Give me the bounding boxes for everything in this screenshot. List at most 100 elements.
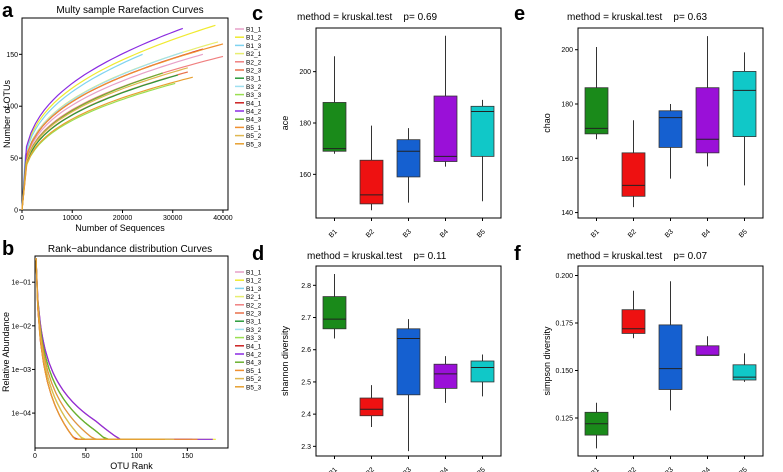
box-B5 [732,364,757,381]
legend-entry: B1_2 [246,278,262,285]
rarefaction-curve-B2_3 [21,71,188,211]
box-B4 [695,87,720,154]
x-tick-label: B1 [328,466,339,472]
x-axis-label: Number of Sequences [75,223,165,233]
x-tick-label: B2 [627,228,638,239]
legend-entry: B1_1 [246,27,262,34]
rarefaction-curve-B1_2 [21,24,216,211]
y-tick-label: 160 [299,172,311,179]
box-B1 [584,87,609,135]
y-axis-label: ace [280,116,290,131]
rank-curve-B5_2 [35,258,175,440]
y-axis-label: shannon diversity [280,325,290,396]
panel-letter-a: a [2,0,14,22]
rarefaction-title: Multy sample Rarefaction Curves [56,5,203,16]
rarefaction-curve-B1_1 [21,53,204,211]
y-tick-label: 200 [561,47,573,54]
x-tick-label: B3 [664,228,675,239]
y-axis-label: Number of OTUs [2,79,12,148]
x-tick-label: B4 [701,228,712,239]
box-B1 [322,102,347,152]
legend-entry: B5_2 [246,133,262,140]
y-tick-label: 100 [6,104,18,111]
box-B3 [658,324,683,390]
x-tick-label: 20000 [113,215,133,222]
box-B3 [658,110,683,148]
y-tick-label: 0.175 [555,321,573,328]
rarefaction-curve-B5_1 [21,43,224,211]
plot-frame-a [21,17,229,211]
panel-letter-b: b [2,238,14,260]
x-tick-label: 0 [33,453,37,460]
rarefaction-curve-B3_2 [21,51,183,211]
legend-entry: B1_2 [246,35,262,42]
legend-entry: B4_1 [246,343,262,350]
x-tick-label: 100 [131,453,143,460]
y-axis-label: chao [542,113,552,133]
rarefaction-curve-B3_3 [21,82,176,211]
x-tick-label: B3 [664,466,675,472]
plot-frame-b [34,255,229,449]
y-tick-label: 0.125 [555,416,573,423]
shannon-boxplot: 2.3 2.4 2.5 2.6 2.7 2.8 shannon diversity B1 B2 B… [280,265,502,472]
y-axis-label: simpson diversity [542,326,552,396]
ace-boxplot: 160 180 200 ace B1 B2 B3 B4 B5 [280,27,502,239]
x-tick-label: B2 [365,466,376,472]
legend-entry: B5_3 [246,141,262,148]
rank-curve-B2_1 [35,258,200,440]
x-tick-label: 0 [20,215,24,222]
legend-entry: B1_3 [246,286,262,293]
box-B4 [433,95,458,162]
y-tick-label: 2.4 [301,412,311,419]
y-tick-label: 180 [561,102,573,109]
y-tick-label: 1e−04 [11,411,31,418]
legend-entry: B1_3 [246,43,262,50]
rank-curve-B5_1 [35,258,198,440]
rank-curve-B3_1 [35,258,168,440]
box-B2 [621,152,646,197]
x-tick-label: B3 [402,228,413,239]
method-text-d: method = kruskal.test p= 0.11 [307,251,447,262]
method-text-f: method = kruskal.test p= 0.07 [567,251,708,262]
y-tick-label: 1e−03 [11,367,31,374]
rank-abundance-plot: 0 50 100 150 1e−01 1e−02 1e−03 1e−04 OTU Rank Rel… [1,255,262,471]
x-axis-label: OTU Rank [110,461,153,471]
rank-curve-B4_3 [35,258,170,440]
legend-entry: B3_3 [246,92,262,99]
y-tick-label: 0 [14,208,18,215]
legend-entry: B3_3 [246,335,262,342]
y-tick-label: 140 [561,210,573,217]
legend-entry: B5_3 [246,384,262,391]
y-axis-label: Relative Abundance [1,312,11,392]
x-tick-label: B4 [701,466,712,472]
x-tick-label: 50 [82,453,90,460]
y-tick-label: 200 [299,69,311,76]
panel-letter-e: e [514,3,525,25]
x-tick-label: B1 [590,466,601,472]
legend-entry: B4_1 [246,100,262,107]
box-B3 [396,139,421,178]
x-tick-label: B4 [439,466,450,472]
legend-entry: B2_1 [246,294,262,301]
legend-entry: B3_2 [246,84,262,91]
box-B2 [621,309,646,334]
legend-entry: B5_1 [246,368,262,375]
legend-entry: B5_1 [246,125,262,132]
x-tick-label: B5 [476,466,487,472]
x-tick-label: 40000 [213,215,233,222]
rank-curve-B2_3 [35,258,171,440]
box-B4 [695,345,720,356]
x-tick-label: B2 [627,466,638,472]
x-tick-label: B4 [439,228,450,239]
rank-curve-B3_2 [35,258,190,440]
x-tick-label: B5 [738,228,749,239]
method-text-c: method = kruskal.test p= 0.69 [297,12,438,23]
rarefaction-curve-B4_2 [21,27,184,211]
x-tick-label: B3 [402,466,413,472]
panel-letter-f: f [514,243,521,265]
box-B5 [470,105,495,157]
legend-entry: B4_2 [246,352,262,359]
rank-curve-B4_1 [35,258,193,440]
legend-entry: B4_3 [246,117,262,124]
y-tick-label: 2.5 [301,379,311,386]
